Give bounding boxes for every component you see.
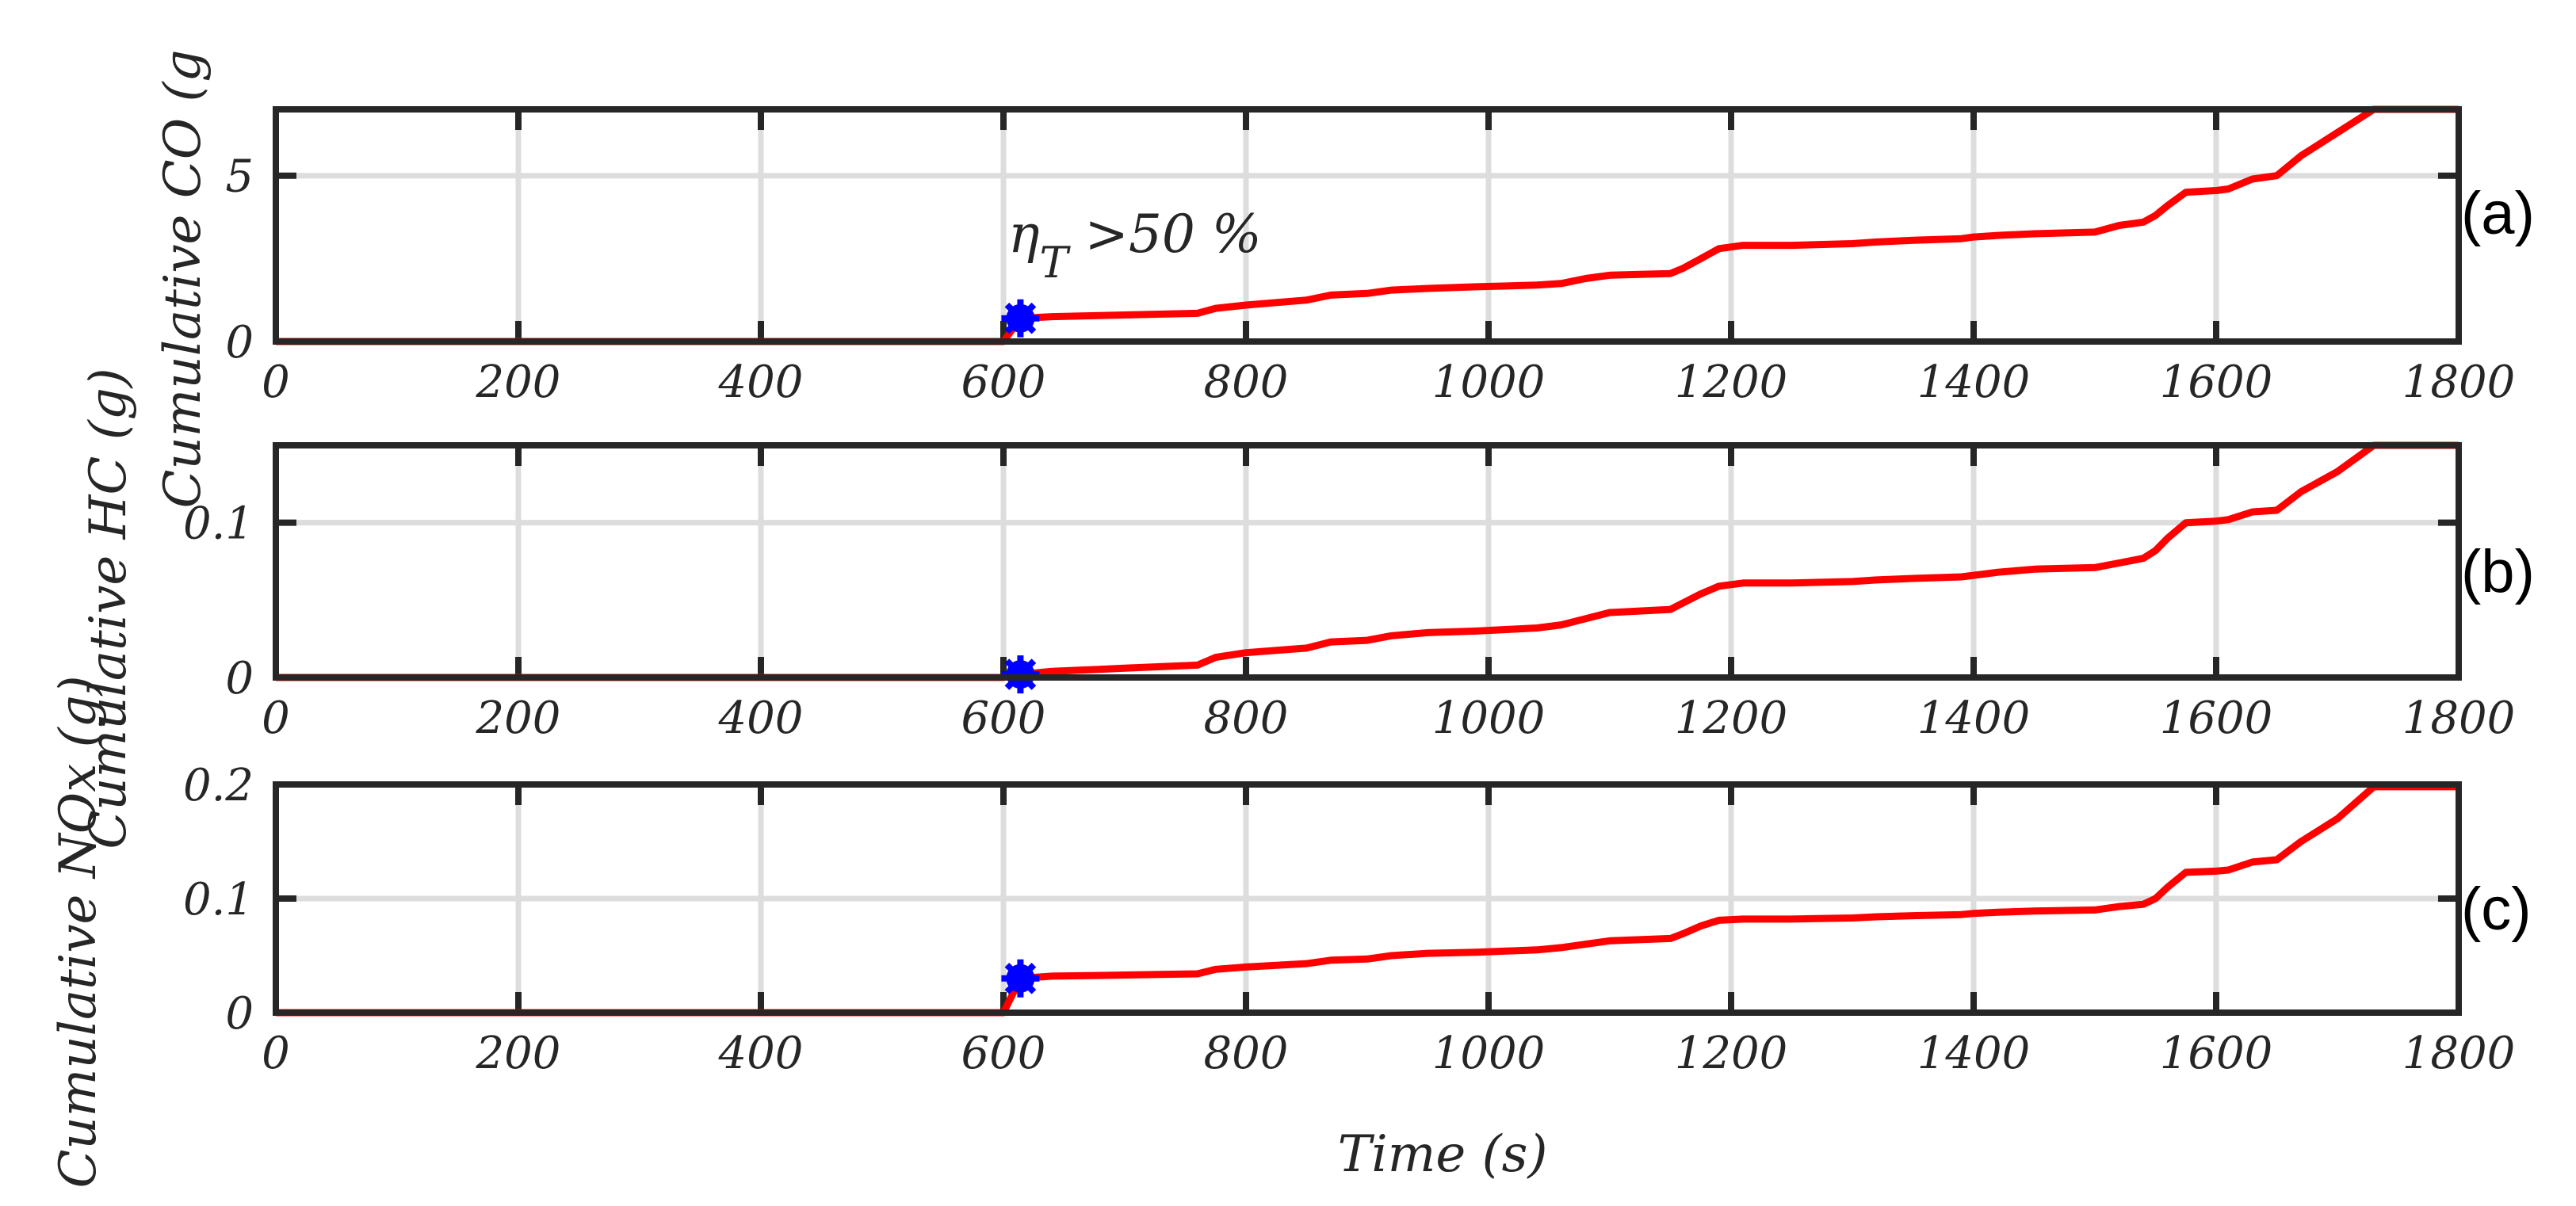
x-tick-label: 400 [718,357,804,408]
x-axis-title: Time (s) [1338,1125,1548,1184]
threshold-annotation: ηT >50 % [1008,204,1262,288]
annotation-subscript: T [1040,238,1072,288]
y-axis-title: Cumulative HC (g) [79,368,138,849]
x-tick-label: 200 [476,1028,561,1079]
y-tick-label: 0 [225,317,254,368]
x-tick-label: 1600 [2160,693,2273,744]
axes-frame [273,781,2462,1016]
x-tick-label: 0 [262,357,290,408]
x-tick-label: 600 [961,1028,1046,1079]
panel-label: (b) [2461,538,2535,605]
panel-label: (c) [2461,876,2532,943]
x-tick-label: 600 [961,693,1046,744]
chart-panels: 0 200 400 600 800 1000 1200 1400 1600 180005Cumul… [49,50,2535,1189]
x-tick-label: 1400 [1917,357,2031,408]
panel-3: 0 200 400 600 800 1000 1200 1400 1600 1800 0 0.1 0.2… [49,675,2532,1188]
x-tick-label: 1400 [1917,1028,2031,1079]
x-tick-label: 1200 [1675,693,1788,744]
y-tick-label: 0 [225,653,254,704]
x-tick-label: 1200 [1675,357,1788,408]
x-tick-label: 1800 [2402,357,2516,408]
x-tick-label: 1400 [1917,693,2031,744]
annotation-symbol: η [1008,204,1040,265]
y-axis-title: Cumulative NOx (g) [49,675,108,1188]
x-tick-label: 1000 [1432,1028,1546,1079]
y-axis-title: Cumulative CO (g [154,50,212,509]
x-tick-label: 400 [718,693,804,744]
series-line [276,441,2459,681]
series-line [276,105,2459,345]
x-tick-label: 0 [262,693,290,744]
axes-frame [273,442,2462,681]
x-tick-label: 0 [262,1028,290,1079]
x-tick-label: 400 [718,1028,804,1079]
x-tick-label: 1600 [2160,1028,2273,1079]
x-tick-label: 800 [1204,357,1289,408]
x-tick-label: 200 [476,693,561,744]
x-tick-label: 1000 [1432,693,1546,744]
series-line [276,783,2459,1017]
panel-label: (a) [2461,180,2535,247]
x-tick-label: 800 [1204,693,1289,744]
y-tick-label: 0.2 [183,760,254,811]
eta-threshold-marker-star [1001,299,1040,338]
x-tick-label: 200 [476,357,561,408]
y-tick-label: 0.1 [183,874,254,925]
y-tick-label: 0 [225,988,254,1040]
x-tick-label: 800 [1204,1028,1289,1079]
y-tick-label: 0.1 [183,498,254,550]
x-tick-label: 1200 [1675,1028,1788,1079]
y-tick-label: 5 [225,151,254,203]
x-tick-label: 1000 [1432,357,1546,408]
x-tick-label: 1800 [2402,1028,2516,1079]
panel-2: 0 200 400 600 800 1000 1200 1400 1600 1800 0 0.1 Cum… [79,368,2535,849]
panel-1: 0 200 400 600 800 1000 1200 1400 1600 1800 0 5Cumul… [154,50,2535,509]
annotation-text: >50 % [1068,204,1262,265]
eta-threshold-marker-star [1001,959,1040,998]
x-tick-label: 1600 [2160,357,2273,408]
x-tick-label: 600 [961,357,1046,408]
x-tick-label: 1800 [2402,693,2516,744]
axes-frame [273,106,2462,345]
